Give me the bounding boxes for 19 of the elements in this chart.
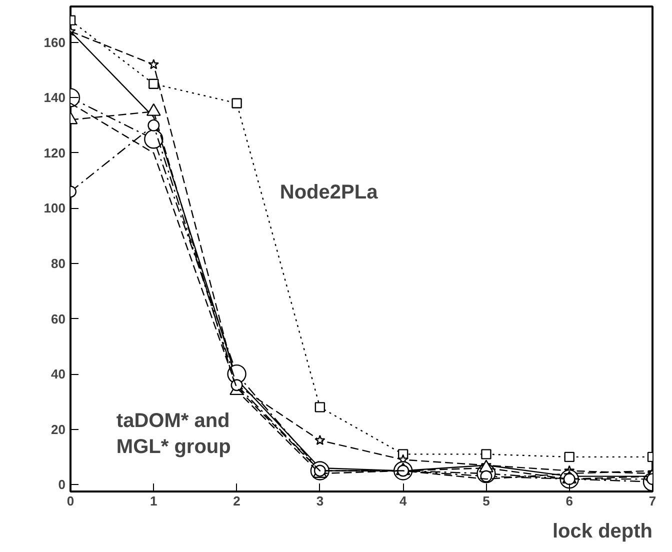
x-tick-label: 5 xyxy=(482,494,490,508)
x-tick-label: 7 xyxy=(648,494,656,508)
y-tick-label: 0 xyxy=(58,477,66,492)
x-tick-label: 1 xyxy=(150,494,158,508)
y-tick-label: 120 xyxy=(44,145,66,160)
annotation: taDOM* and MGL* group xyxy=(116,410,231,458)
x-tick-label: 6 xyxy=(566,494,573,508)
y-tick-label: 20 xyxy=(51,422,66,437)
x-tick-label: 4 xyxy=(399,494,408,508)
y-tick-label: 160 xyxy=(44,34,66,50)
annotation: Node2PLa xyxy=(280,182,379,204)
y-tick-label: 40 xyxy=(51,366,66,382)
y-tick-label: 140 xyxy=(44,90,66,106)
y-tick-label: 100 xyxy=(44,200,66,216)
x-tick-label: 2 xyxy=(233,494,240,508)
y-tick-label: 80 xyxy=(51,256,66,272)
y-tick-label: 60 xyxy=(51,311,66,326)
x-axis-title: lock depth xyxy=(552,520,653,542)
x-tick-label: 3 xyxy=(316,494,324,508)
